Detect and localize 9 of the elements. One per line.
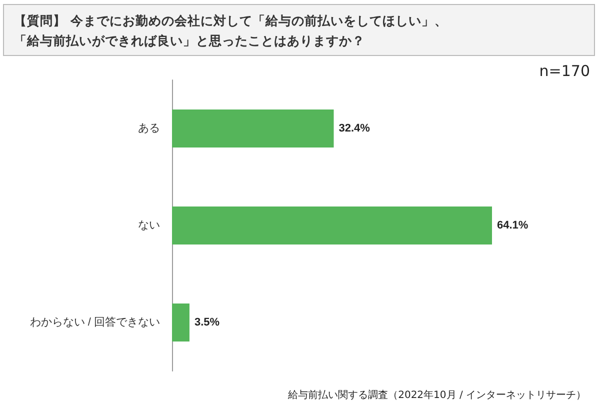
text: 給与前払い関する調査（2022年10月 / インターネットリサーチ） <box>288 388 586 402</box>
data-label: 32.4% <box>338 122 370 134</box>
chart-title: 【質問】 今までにお勤めの会社に対して「給与の前払いをしてほしい」、「給与前払いができれば良い」と思ったことはありますか？ <box>14 12 448 50</box>
data-label: 64.1% <box>497 220 528 232</box>
text: n=170 <box>539 62 590 80</box>
data-label: 3.5% <box>194 316 220 328</box>
y-tick-label: わからない / 回答できない <box>30 316 160 328</box>
y-tick-label: ある <box>138 122 160 134</box>
y-tick-label: ない <box>138 220 160 232</box>
